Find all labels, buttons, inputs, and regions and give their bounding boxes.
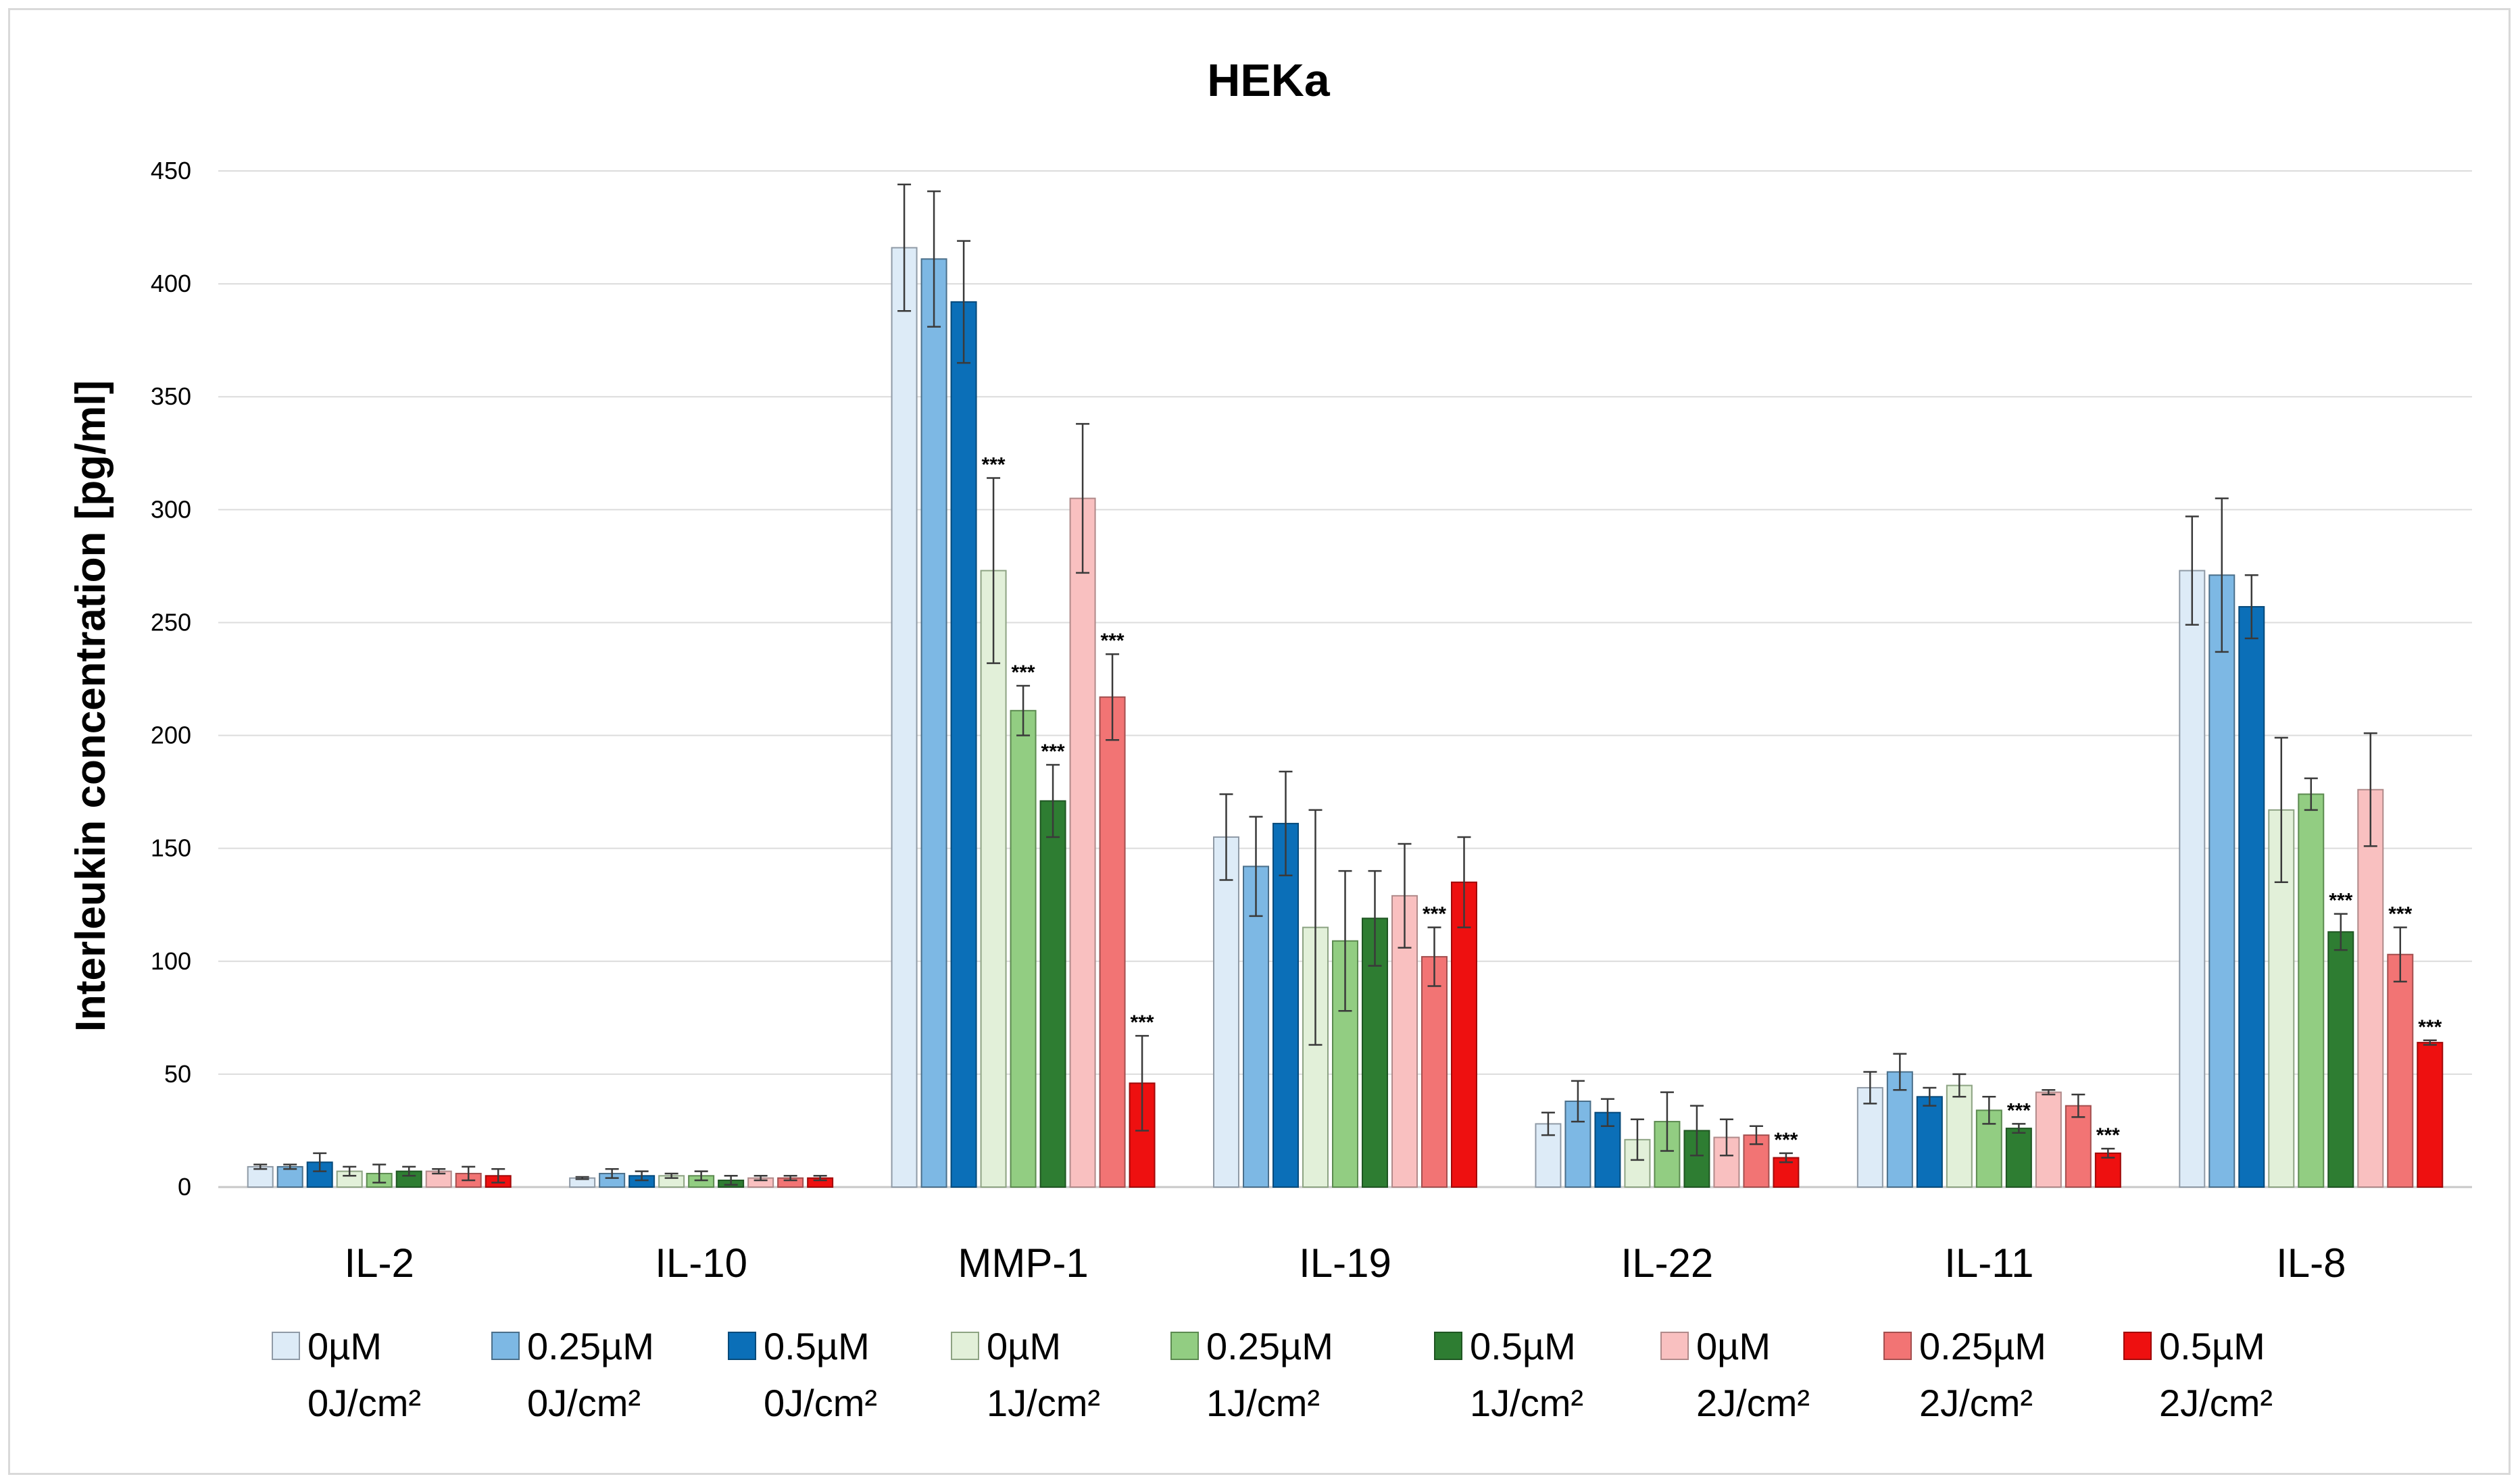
x-category-label: IL-11 [1944,1240,2033,1286]
bar [1916,1096,1943,1188]
legend-label: 0µM [1696,1325,1771,1367]
bar [2327,931,2354,1188]
legend-swatch [951,1332,979,1360]
chart-frame: HEKa Interleukin concentration [pg/ml] 0… [8,8,2511,1475]
significance-marker: *** [1041,740,1065,763]
legend-label: 2J/cm² [1696,1382,1810,1424]
y-tick-label: 0 [178,1173,191,1201]
chart-svg: HEKa Interleukin concentration [pg/ml] 0… [68,55,2472,1424]
bar [2417,1042,2444,1188]
bar [2208,574,2235,1188]
significance-marker: *** [2007,1099,2031,1122]
bar [1421,956,1448,1188]
bar [306,1161,333,1188]
legend-label: 0.5µM [2159,1325,2265,1367]
bar [1391,895,1418,1188]
significance-marker: *** [1012,661,1035,684]
legend-label: 0.5µM [764,1325,870,1367]
y-tick-label: 200 [151,722,191,749]
gridlines [218,170,2472,1188]
bar [1213,836,1239,1188]
bar [2005,1128,2032,1188]
significance-marker: *** [1131,1011,1154,1034]
bar [2065,1105,2092,1188]
legend-label: 0J/cm² [307,1382,421,1424]
legend-swatch [1434,1332,1462,1360]
y-tick-label: 350 [151,382,191,410]
bar [2179,570,2206,1188]
legend-swatch [272,1332,300,1360]
bar [1010,709,1037,1188]
bar [1946,1084,1973,1188]
x-axis-categories: IL-2 IL-10 MMP-1 IL-19 IL-22 IL-11 IL-8 [345,1240,2346,1286]
y-tick-label: 250 [151,608,191,636]
significance-marker: *** [1423,903,1446,926]
bar [2035,1091,2062,1188]
significance-marker: *** [1101,630,1125,652]
bar [2387,953,2414,1188]
significance-marker: *** [2329,890,2352,912]
y-tick-label: 150 [151,834,191,862]
legend-swatch [491,1332,520,1360]
bar [2357,788,2384,1188]
bar [980,570,1007,1188]
bar [1099,696,1126,1188]
legend-label: 1J/cm² [987,1382,1100,1424]
legend-label: 0J/cm² [764,1382,877,1424]
significance-marker: *** [2096,1124,2120,1147]
chart-title: HEKa [1207,55,1331,106]
significance-marker: *** [2388,903,2412,926]
x-category-label: MMP-1 [958,1240,1088,1286]
legend-swatch [1883,1332,1912,1360]
y-tick-label: 300 [151,495,191,523]
legend-label: 0.5µM [1470,1325,1576,1367]
bar [920,258,947,1188]
legend-label: 0.25µM [1919,1325,2046,1367]
bar [950,301,977,1188]
legend-label: 2J/cm² [1919,1382,2033,1424]
x-category-label: IL-22 [1621,1240,1714,1286]
y-tick-label: 50 [164,1060,191,1088]
bar [891,247,918,1188]
y-tick-label: 450 [151,157,191,184]
bar [2094,1152,2121,1188]
x-category-label: IL-10 [655,1240,747,1286]
legend-label: 1J/cm² [1470,1382,1583,1424]
significance-markers: *** *** *** *** *** *** *** *** *** *** *** *** [982,454,2442,1151]
legend-label: 0J/cm² [527,1382,641,1424]
bars [247,247,2444,1188]
legend-label: 1J/cm² [1206,1382,1320,1424]
legend: 0µM 0J/cm² 0.25µM 0J/cm² 0.5µM 0J/cm² 0µM 1J/cm… [272,1325,2273,1424]
legend-label: 0µM [307,1325,382,1367]
bar [1069,497,1096,1188]
significance-marker: *** [2418,1016,2442,1038]
legend-label: 0.25µM [527,1325,654,1367]
legend-label: 0µM [987,1325,1061,1367]
bar [1975,1109,2002,1188]
bar [1594,1111,1621,1188]
bar [2298,793,2325,1188]
legend-label: 2J/cm² [2159,1382,2273,1424]
x-category-label: IL-2 [345,1240,414,1286]
bar [1451,881,1477,1188]
legend-swatch [2123,1332,2152,1360]
bar [1039,800,1066,1188]
y-axis-label: Interleukin concentration [pg/ml] [68,380,114,1032]
bar [1273,822,1299,1188]
legend-swatch [728,1332,756,1360]
significance-marker: *** [982,454,1006,476]
significance-marker: *** [1774,1129,1798,1151]
legend-swatch [1660,1332,1689,1360]
y-axis-ticks: 0 50 100 150 200 250 300 350 400 450 [151,157,191,1201]
x-category-label: IL-8 [2276,1240,2346,1286]
y-tick-label: 400 [151,270,191,297]
legend-label: 0.25µM [1206,1325,1333,1367]
bar [2238,606,2265,1188]
legend-swatch [1170,1332,1199,1360]
x-category-label: IL-19 [1299,1240,1391,1286]
error-bars [253,183,2437,1186]
y-tick-label: 100 [151,947,191,975]
